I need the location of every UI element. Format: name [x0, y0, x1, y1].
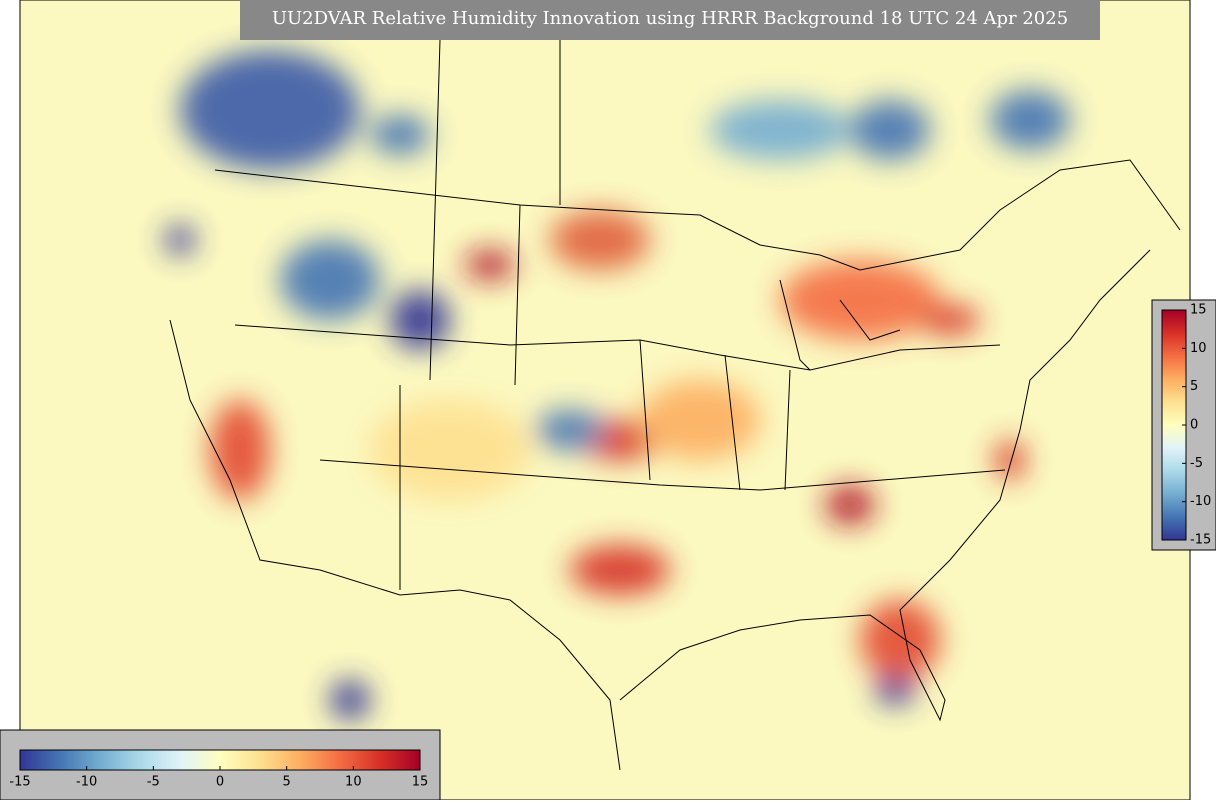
boundaries — [169, 39, 1181, 771]
title-box — [240, 0, 1100, 40]
tick-label: -15 — [1190, 533, 1211, 548]
map-title: UU2DVAR Relative Humidity Innovation usi… — [272, 8, 1068, 29]
tick-label: -10 — [1190, 494, 1211, 509]
tick-label: 15 — [412, 775, 429, 790]
tick-label: 10 — [1190, 341, 1207, 356]
tick-label: -15 — [9, 775, 30, 790]
tick-label: -5 — [1190, 456, 1203, 471]
tick-label: 15 — [1190, 303, 1207, 318]
tick-label: -5 — [147, 775, 160, 790]
tick-label: 5 — [1190, 379, 1198, 394]
tick-label: 10 — [345, 775, 362, 790]
innovation-field — [165, 50, 1070, 720]
tick-label: -10 — [76, 775, 97, 790]
tick-label: 0 — [216, 775, 224, 790]
tick-label: 0 — [1190, 418, 1198, 433]
tick-label: 5 — [283, 775, 291, 790]
